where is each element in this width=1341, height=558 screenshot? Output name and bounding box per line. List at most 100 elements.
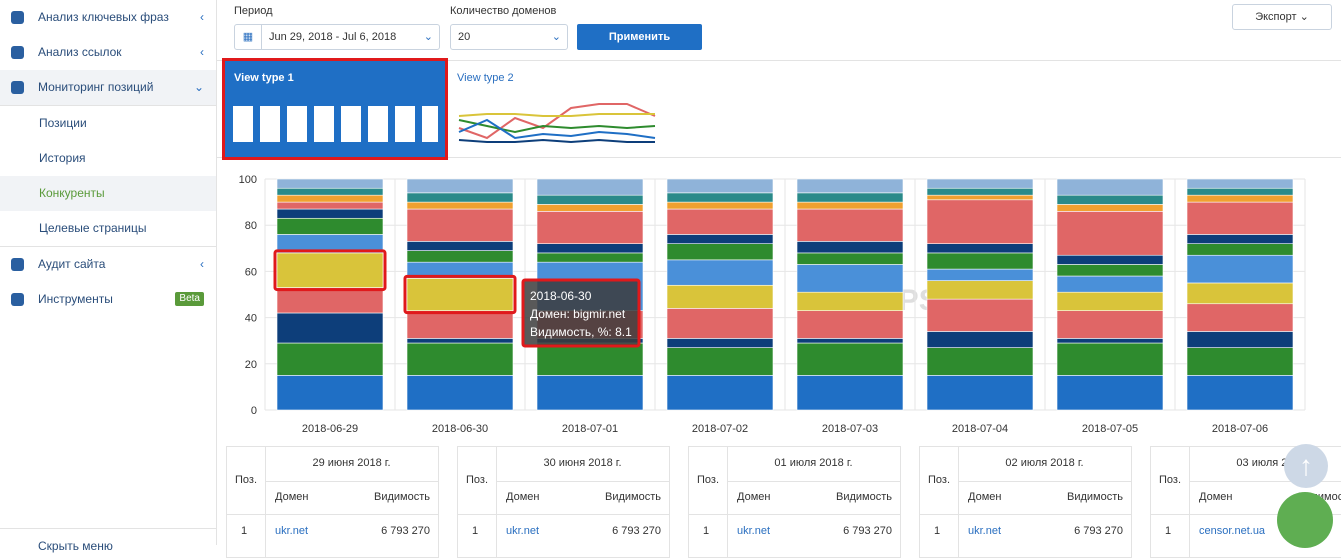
bar-segment [276, 178, 384, 189]
bar-segment [926, 331, 1034, 348]
col-header: Поз. [1159, 474, 1181, 486]
chevron: ‹ [200, 10, 204, 24]
bar-segment [406, 342, 514, 376]
domains-select[interactable]: 20 ⌄ [450, 24, 568, 50]
menu-item[interactable]: Инструменты Beta [0, 282, 216, 317]
submenu-item[interactable]: Целевые страницы [0, 211, 216, 247]
bar-segment [926, 347, 1034, 376]
bar-segment [926, 194, 1034, 201]
period-picker[interactable]: ▦ Jun 29, 2018 - Jul 6, 2018 ⌄ [234, 24, 440, 50]
bar-segment [1056, 342, 1164, 376]
hide-menu[interactable]: Скрыть меню [0, 528, 216, 553]
divider [1189, 447, 1190, 557]
period-value: Jun 29, 2018 - Jul 6, 2018 [269, 31, 397, 43]
col-header: Домен [1199, 491, 1233, 503]
tooltip-text: Домен: bigmir.net [530, 307, 626, 321]
apply-button[interactable]: Применить [577, 24, 702, 50]
bar-segment [1186, 234, 1294, 244]
calendar-icon: ▦ [235, 25, 262, 49]
scroll-up[interactable]: ↑ [1284, 444, 1328, 488]
tooltip-text: 2018-06-30 [530, 289, 592, 303]
bar-segment [666, 347, 774, 376]
chat-button[interactable] [1277, 492, 1333, 548]
icon [11, 293, 24, 306]
bar-segment [666, 243, 774, 261]
bar-segment [1056, 264, 1164, 277]
y-tick-label: 60 [245, 266, 257, 278]
col-header: Домен [737, 491, 771, 503]
bar-segment [1186, 254, 1294, 284]
menu-item[interactable]: Мониторинг позиций ⌄ [0, 70, 216, 106]
bar-segment [406, 192, 514, 203]
hide-label: Скрыть меню [38, 539, 113, 553]
bar-segment [926, 243, 1034, 254]
tooltip-text: Видимость, %: 8.1 [530, 325, 632, 339]
divider [958, 481, 1131, 482]
menu-label: Аудит сайта [38, 257, 106, 271]
x-tick-label: 2018-07-06 [1212, 423, 1268, 435]
cell-visibility: 6 793 270 [612, 525, 661, 537]
y-tick-label: 0 [251, 405, 257, 417]
bar-segment [796, 264, 904, 293]
cell-domain[interactable]: censor.net.ua [1199, 525, 1266, 537]
menu-label: Анализ ссылок [38, 45, 122, 59]
bar-segment [276, 201, 384, 210]
x-tick-label: 2018-07-02 [692, 423, 748, 435]
bar-segment [1056, 375, 1164, 411]
submenu-item[interactable]: Конкуренты [0, 176, 216, 211]
view-strip [217, 60, 1341, 158]
col-header: Поз. [928, 474, 950, 486]
col-header: Видимость [605, 491, 661, 503]
cell-domain[interactable]: ukr.net [275, 525, 309, 537]
view-thumb-2 [458, 103, 656, 144]
x-tick-label: 2018-07-03 [822, 423, 878, 435]
view-label[interactable]: View type 2 [457, 72, 514, 84]
bar-segment [1056, 338, 1164, 344]
icon [11, 46, 24, 59]
cell-pos: 1 [934, 525, 941, 537]
highlight [403, 274, 517, 315]
col-header: Видимость [1067, 491, 1123, 503]
badge: Beta [175, 292, 204, 306]
bar-segment [1056, 204, 1164, 212]
divider [958, 447, 959, 557]
submenu-item[interactable]: История [0, 141, 216, 176]
menu-item[interactable]: Анализ ключевых фраз ‹ [0, 0, 216, 35]
col-header: Поз. [697, 474, 719, 486]
cell-visibility: 6 793 270 [381, 525, 430, 537]
divider [727, 447, 728, 557]
divider [458, 514, 669, 515]
bar-segment [276, 217, 384, 235]
cell-domain[interactable]: ukr.net [968, 525, 1002, 537]
bar-segment [666, 234, 774, 244]
export-button[interactable]: Экспорт ⌄ [1232, 4, 1332, 30]
table-date: 01 июля 2018 г. [774, 457, 853, 469]
menu-item[interactable]: Аудит сайта ‹ [0, 247, 216, 282]
view-type-1[interactable]: View type 1 [222, 58, 448, 160]
bar-segment [276, 208, 384, 219]
bar-segment [926, 187, 1034, 196]
bar-segment [1186, 178, 1294, 189]
bar-segment [1186, 282, 1294, 305]
bar-segment [406, 208, 514, 242]
menu-item[interactable]: Анализ ссылок ‹ [0, 35, 216, 70]
bar-segment [1186, 375, 1294, 411]
submenu-item[interactable]: Позиции [0, 106, 216, 141]
view-thumb [233, 106, 438, 142]
bar-segment [1186, 347, 1294, 376]
bar-segment [796, 201, 904, 210]
bar-segment [276, 187, 384, 196]
bar-segment [926, 178, 1034, 189]
col-header: Домен [275, 491, 309, 503]
cell-domain[interactable]: ukr.net [737, 525, 771, 537]
divider [265, 481, 438, 482]
bar-segment [796, 291, 904, 311]
cell-domain[interactable]: ukr.net [506, 525, 540, 537]
bar-segment [926, 252, 1034, 270]
bar-segment [1186, 187, 1294, 196]
domains-value: 20 [458, 31, 471, 43]
bar-segment [796, 208, 904, 242]
day-table: 02 июля 2018 г. Поз. Домен Видимость 1 ukr.ne… [919, 446, 1132, 558]
col-header: Поз. [466, 474, 488, 486]
tooltip: 2018-06-30 Домен: bigmir.net Видимость, %:… [521, 278, 641, 348]
